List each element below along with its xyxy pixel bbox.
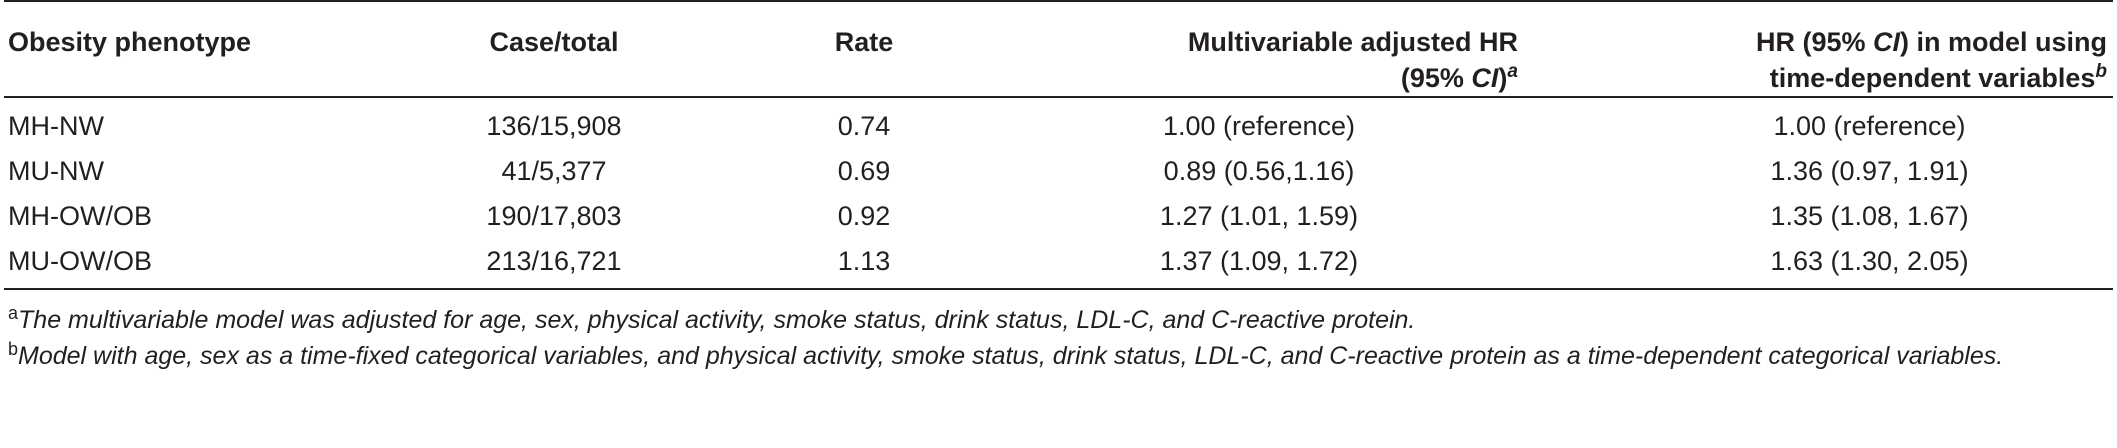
table-footnotes: aThe multivariable model was adjusted fo… (4, 304, 2113, 372)
table-header: Obesity phenotype Case/total Rate Multiv… (4, 1, 2113, 97)
cell-case-total: 136/15,908 (486, 111, 622, 141)
footnote-a-mark: a (8, 303, 19, 323)
header-multivariable-hr-line2-pre: (95% (1400, 63, 1472, 93)
header-obesity-phenotype: Obesity phenotype (8, 27, 252, 57)
hazard-ratio-table: Obesity phenotype Case/total Rate Multiv… (4, 0, 2113, 290)
header-td-ci: CI (1873, 27, 1900, 57)
cell-rate: 0.74 (837, 111, 891, 141)
cell-hr-time-dependent: 1.35 (1.08, 1.67) (1770, 201, 1969, 231)
header-multivariable-hr-line1: Multivariable adjusted HR (1187, 27, 1518, 57)
footnote-a: aThe multivariable model was adjusted fo… (8, 304, 2113, 336)
footnote-mark-a: a (1507, 61, 1518, 82)
header-multivariable-hr: Multivariable adjusted HR (95% CI)a (994, 1, 1524, 97)
cell-hr-time-dependent: 1.63 (1.30, 2.05) (1770, 246, 1969, 276)
footnote-b-mark: b (8, 339, 19, 359)
cell-case-total: 41/5,377 (501, 156, 607, 186)
cell-case-total: 213/16,721 (486, 246, 622, 276)
cell-phenotype: MU-OW/OB (8, 246, 152, 276)
cell-phenotype: MH-NW (8, 111, 104, 141)
cell-rate: 1.13 (837, 246, 891, 276)
footnote-b: bModel with age, sex as a time-fixed cat… (8, 340, 2113, 372)
header-row: Obesity phenotype Case/total Rate Multiv… (4, 1, 2113, 97)
header-time-dependent-hr: HR (95% CI) in model using time-dependen… (1524, 1, 2113, 97)
cell-hr: 1.27 (1.01, 1.59) (1159, 201, 1359, 231)
cell-rate: 0.92 (837, 201, 891, 231)
cell-case-total: 190/17,803 (486, 201, 622, 231)
cell-phenotype: MH-OW/OB (8, 201, 152, 231)
cell-hr: 0.89 (0.56,1.16) (1163, 156, 1355, 186)
table-row: MU-NW 41/5,377 0.69 0.89 (0.56,1.16) 1.3… (4, 149, 2113, 194)
header-td-line2: time-dependent variables (1769, 63, 2096, 93)
cell-rate: 0.69 (837, 156, 891, 186)
header-td-line1-post: ) in model using (1900, 27, 2107, 57)
cell-phenotype: MU-NW (8, 156, 104, 186)
header-td-line1-pre: HR (95% (1755, 27, 1873, 57)
cell-hr: 1.37 (1.09, 1.72) (1159, 246, 1359, 276)
cell-hr: 1.00 (reference) (1162, 111, 1356, 141)
header-multivariable-hr-line2-post: ) (1498, 63, 1508, 93)
footnote-a-text: The multivariable model was adjusted for… (18, 306, 1416, 334)
header-rate: Rate (834, 27, 894, 57)
table-row: MH-NW 136/15,908 0.74 1.00 (reference) 1… (4, 97, 2113, 149)
table-body: MH-NW 136/15,908 0.74 1.00 (reference) 1… (4, 97, 2113, 289)
cell-hr-time-dependent: 1.00 (reference) (1773, 111, 1966, 141)
footnote-mark-b: b (2095, 61, 2107, 82)
table-row: MH-OW/OB 190/17,803 0.92 1.27 (1.01, 1.5… (4, 194, 2113, 239)
header-multivariable-hr-ci: CI (1471, 63, 1499, 93)
cell-hr-time-dependent: 1.36 (0.97, 1.91) (1770, 156, 1969, 186)
table-row: MU-OW/OB 213/16,721 1.13 1.37 (1.09, 1.7… (4, 239, 2113, 289)
footnote-b-text: Model with age, sex as a time-fixed cate… (18, 342, 2004, 370)
header-case-total: Case/total (489, 27, 619, 57)
